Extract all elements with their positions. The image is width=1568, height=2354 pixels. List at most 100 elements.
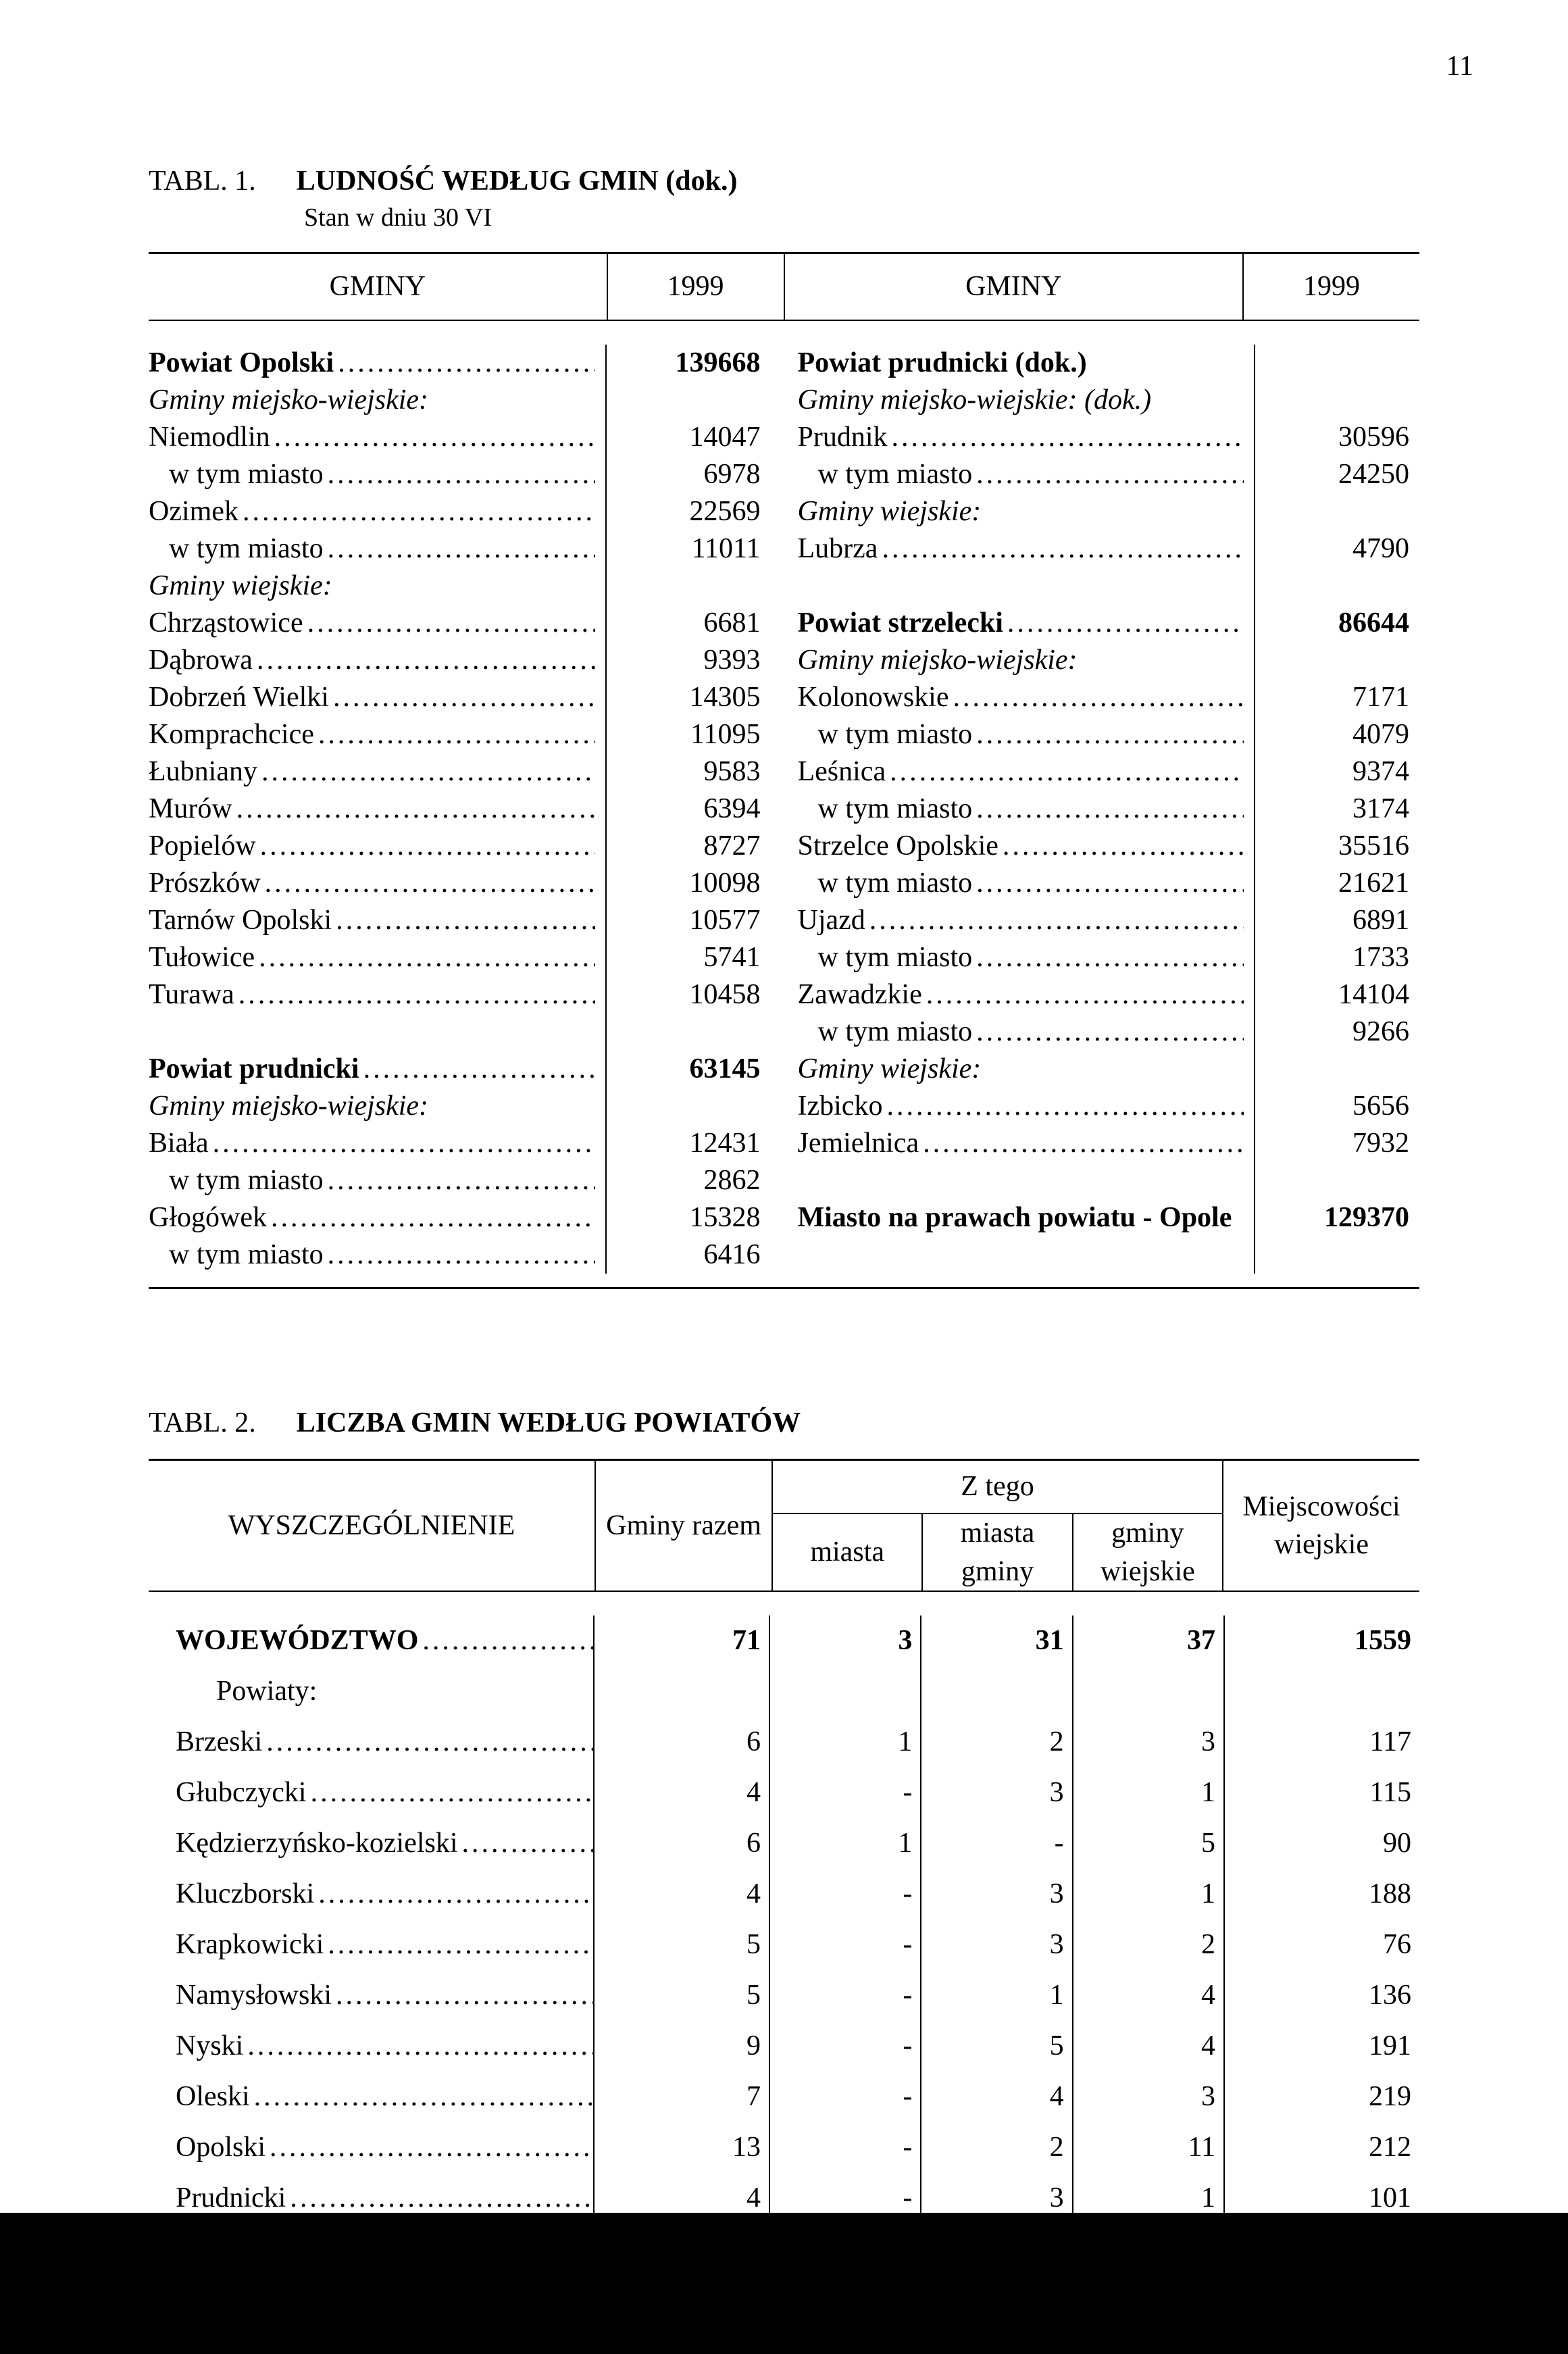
dot-leader: [976, 865, 1244, 902]
table-row-value: 10458: [617, 976, 761, 1013]
row-gminy-wiejskie: 2: [1072, 1920, 1223, 1970]
dot-leader: [328, 456, 595, 493]
table-row-label: Powiat Opolski: [149, 345, 595, 382]
row-label: w tym miasto: [149, 1236, 324, 1274]
row-miasta: -: [770, 2072, 920, 2122]
row-miasta: -: [770, 1768, 920, 1818]
row-miasta: -: [770, 2173, 920, 2224]
table-row: Oleski7-43219: [149, 2072, 1419, 2122]
table1-right-column: Powiat prudnicki (dok.)Gminy miejsko-wie…: [798, 345, 1420, 1274]
dot-leader: [886, 1088, 1244, 1125]
table-row-value: 7171: [1265, 679, 1409, 716]
table-row-label: Łubniany: [149, 753, 595, 791]
table-row-label: w tym miasto: [149, 530, 595, 568]
table-row-label: [798, 568, 1244, 605]
row-miasta-gminy: 4: [920, 2072, 1071, 2122]
table1-head: GMINY 1999 GMINY 1999: [149, 254, 1419, 321]
row-wysz: Miasto na prawach powiatu-: [149, 2274, 595, 2308]
table2-head-razem: Gminy razem: [596, 1461, 773, 1591]
row-label: Gminy wiejskie:: [149, 568, 332, 605]
table-row: Opolski13-211212: [149, 2122, 1419, 2173]
row-wysz: Krapkowicki: [149, 1920, 595, 1970]
row-label: Tarnów Opolski: [149, 902, 332, 939]
table-row-value: 14047: [617, 419, 761, 456]
table-row-value: 5741: [617, 939, 761, 976]
table-row-value: 1733: [1265, 939, 1409, 976]
row-miasta: 1: [770, 2308, 920, 2342]
table-row: -Opole11xxx: [149, 2308, 1419, 2342]
row-miasta: -: [770, 2021, 920, 2072]
table-row-label: Zawadzkie: [798, 976, 1244, 1013]
table-row-value: 10577: [617, 902, 761, 939]
table-row: WOJEWÓDZTWO71331371559: [149, 1616, 1419, 1666]
row-label: Powiat strzelecki: [798, 605, 1003, 642]
table-row-value: 6681: [617, 605, 761, 642]
row-label: Gminy miejsko-wiejskie:: [149, 382, 428, 419]
table-row-value: [617, 1013, 761, 1051]
row-label: Prószków: [149, 865, 261, 902]
row-label: Lubrza: [798, 530, 878, 568]
row-miasta: 3: [770, 1616, 920, 1666]
table-row-label: Dąbrowa: [149, 642, 595, 679]
row-label: Krapkowicki: [155, 1920, 324, 1970]
dot-leader: [266, 1717, 593, 1768]
table-row-value: 139668: [617, 345, 761, 382]
row-label: Głogówek: [149, 1199, 267, 1236]
dot-leader: [892, 419, 1244, 456]
row-razem: 13: [595, 2122, 770, 2173]
row-label: Dąbrowa: [149, 642, 253, 679]
table1-head-year: 1999: [1244, 254, 1419, 320]
dot-leader: [328, 1920, 593, 1970]
row-razem: 4: [595, 2173, 770, 2224]
row-label: Komprachcice: [149, 716, 314, 753]
row-label: w tym miasto: [798, 865, 973, 902]
row-miasta-gminy: 2: [920, 1717, 1071, 1768]
table-row-value: 9266: [1265, 1013, 1409, 1051]
dot-leader: [293, 2224, 593, 2274]
dot-leader: [260, 828, 595, 865]
row-wysz: Nyski: [149, 2021, 595, 2072]
row-label: [798, 568, 805, 605]
dot-leader: [338, 345, 595, 382]
dot-leader: [328, 530, 595, 568]
table-row-label: Turawa: [149, 976, 595, 1013]
row-gminy-wiejskie: 2: [1072, 2224, 1223, 2274]
table-row-value: 10098: [617, 865, 761, 902]
row-label: Powiat Opolski: [149, 345, 334, 382]
row-label: Tułowice: [149, 939, 255, 976]
row-miejscowosci: 188: [1223, 1869, 1419, 1920]
dot-leader: [261, 753, 595, 791]
dot-leader: [238, 976, 595, 1013]
row-label: Powiat prudnicki (dok.): [798, 345, 1087, 382]
table-row-label: w tym miasto: [798, 1013, 1244, 1051]
table-row-label: Dobrzeń Wielki: [149, 679, 595, 716]
table-row-label: Gminy wiejskie:: [798, 493, 1244, 530]
dot-leader: [336, 1970, 593, 2021]
row-label: w tym miasto: [798, 1013, 973, 1051]
row-miejscowosci: 219: [1223, 2072, 1419, 2122]
table1-head-year: 1999: [608, 254, 784, 320]
row-razem: [595, 2274, 770, 2308]
table-row-label: Biała: [149, 1125, 595, 1162]
table-row-value: [617, 382, 761, 419]
dot-leader: [976, 456, 1244, 493]
row-label: w tym miasto: [149, 530, 324, 568]
dot-leader: [318, 1869, 593, 1920]
dot-leader: [274, 419, 595, 456]
row-label: Murów: [149, 791, 232, 828]
table-row-value: 35516: [1265, 828, 1409, 865]
row-razem: 9: [595, 2021, 770, 2072]
row-razem: 7: [595, 2224, 770, 2274]
dot-leader: [1003, 828, 1244, 865]
row-miasta: -: [770, 1920, 920, 1970]
table-row-label: w tym miasto: [798, 716, 1244, 753]
row-miasta-gminy: x: [920, 2308, 1071, 2342]
page: 11 TABL. 1. LUDNOŚĆ WEDŁUG GMIN (dok.) S…: [0, 0, 1568, 2213]
dot-leader: [462, 1818, 593, 1869]
table-row-label: Powiat strzelecki: [798, 605, 1244, 642]
dot-leader: [265, 865, 595, 902]
table1: GMINY 1999 GMINY 1999 Powiat OpolskiGmin…: [149, 252, 1419, 1289]
table-row-value: 24250: [1265, 456, 1409, 493]
table-row-value: 12431: [617, 1125, 761, 1162]
dot-leader: [333, 679, 595, 716]
